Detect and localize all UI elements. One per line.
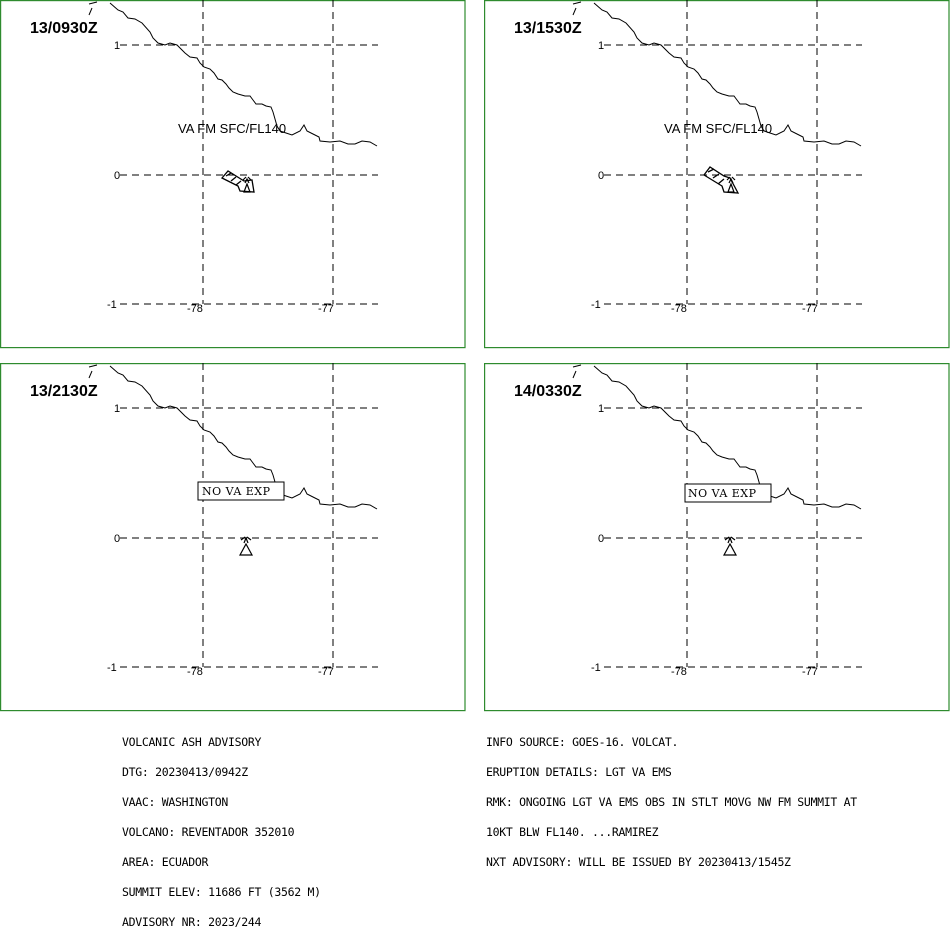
panel-frame xyxy=(0,0,466,349)
lat-tick: 0 xyxy=(114,170,120,182)
panel-time: 14/0330Z xyxy=(514,383,582,400)
advisory-line: DTG: 20230413/0942Z xyxy=(122,765,248,779)
advisory-line: ADVISORY NR: 2023/244 xyxy=(122,915,262,929)
ash-cloud-label: VA FM SFC/FL140 xyxy=(664,121,772,136)
lat-tick: -1 xyxy=(107,299,117,311)
lon-tick: -77 xyxy=(318,303,334,315)
advisory-line: 10KT BLW FL140. ...RAMIREZ xyxy=(486,825,659,839)
advisory-line: VAAC: WASHINGTON xyxy=(122,795,228,809)
panel-frame xyxy=(484,363,950,712)
map-panel-3: 13/2130Z 1 0 -1 -78 -77 NO VA EXP xyxy=(0,363,466,712)
lon-tick: -78 xyxy=(187,303,203,315)
lat-tick: 1 xyxy=(598,40,604,52)
lat-tick: 0 xyxy=(598,170,604,182)
volcano-symbol xyxy=(726,176,736,193)
advisory-line: SUMMIT ELEV: 11686 FT (3562 M) xyxy=(122,885,321,899)
no-va-label: NO VA EXP xyxy=(688,487,757,500)
lon-tick: -78 xyxy=(671,303,687,315)
advisory-line: VOLCANIC ASH ADVISORY xyxy=(122,735,262,749)
lon-tick: -78 xyxy=(671,666,687,678)
advisory-line: RMK: ONGOING LGT VA EMS OBS IN STLT MOVG… xyxy=(486,795,857,809)
ash-cloud-label: VA FM SFC/FL140 xyxy=(178,121,286,136)
lat-tick: -1 xyxy=(591,299,601,311)
map-panel-1: 13/0930Z 1 0 -1 -78 -77 VA FM SFC/FL140 xyxy=(0,0,466,349)
volcano-symbol xyxy=(722,536,738,556)
no-va-box xyxy=(197,481,285,501)
advisory-header-text: VOLCANIC ASH ADVISORY DTG: 20230413/0942… xyxy=(122,717,321,937)
ash-plume-polygon xyxy=(220,170,255,193)
panel-time: 13/0930Z xyxy=(30,20,98,37)
advisory-line: NXT ADVISORY: WILL BE ISSUED BY 20230413… xyxy=(486,855,791,869)
panel-time: 13/1530Z xyxy=(514,20,582,37)
lat-tick: 1 xyxy=(114,40,120,52)
map-panel-4: 14/0330Z 1 0 -1 -78 -77 NO VA EXP xyxy=(484,363,950,712)
lat-tick: -1 xyxy=(107,662,117,674)
lon-tick: -77 xyxy=(318,666,334,678)
lon-tick: -77 xyxy=(802,666,818,678)
volcano-symbol xyxy=(242,176,252,193)
lon-tick: -77 xyxy=(802,303,818,315)
panel-time: 13/2130Z xyxy=(30,383,98,400)
lat-tick: 0 xyxy=(114,533,120,545)
ash-plume-polygon xyxy=(703,166,740,194)
lat-tick: 0 xyxy=(598,533,604,545)
no-va-label: NO VA EXP xyxy=(202,485,271,498)
panel-frame xyxy=(0,363,466,712)
advisory-map-figure: 13/0930Z 1 0 -1 -78 -77 VA FM SFC/FL140 … xyxy=(0,0,950,712)
volcano-symbol xyxy=(238,536,254,556)
map-panel-2: 13/1530Z 1 0 -1 -78 -77 VA FM SFC/FL140 xyxy=(484,0,950,349)
lon-tick: -78 xyxy=(187,666,203,678)
advisory-line: INFO SOURCE: GOES-16. VOLCAT. xyxy=(486,735,679,749)
panel-frame xyxy=(484,0,950,349)
lat-tick: -1 xyxy=(591,662,601,674)
lat-tick: 1 xyxy=(114,403,120,415)
advisory-line: ERUPTION DETAILS: LGT VA EMS xyxy=(486,765,672,779)
lat-tick: 1 xyxy=(598,403,604,415)
advisory-line: VOLCANO: REVENTADOR 352010 xyxy=(122,825,295,839)
advisory-remarks-text: INFO SOURCE: GOES-16. VOLCAT. ERUPTION D… xyxy=(486,717,857,877)
advisory-line: AREA: ECUADOR xyxy=(122,855,209,869)
no-va-box xyxy=(684,483,772,503)
